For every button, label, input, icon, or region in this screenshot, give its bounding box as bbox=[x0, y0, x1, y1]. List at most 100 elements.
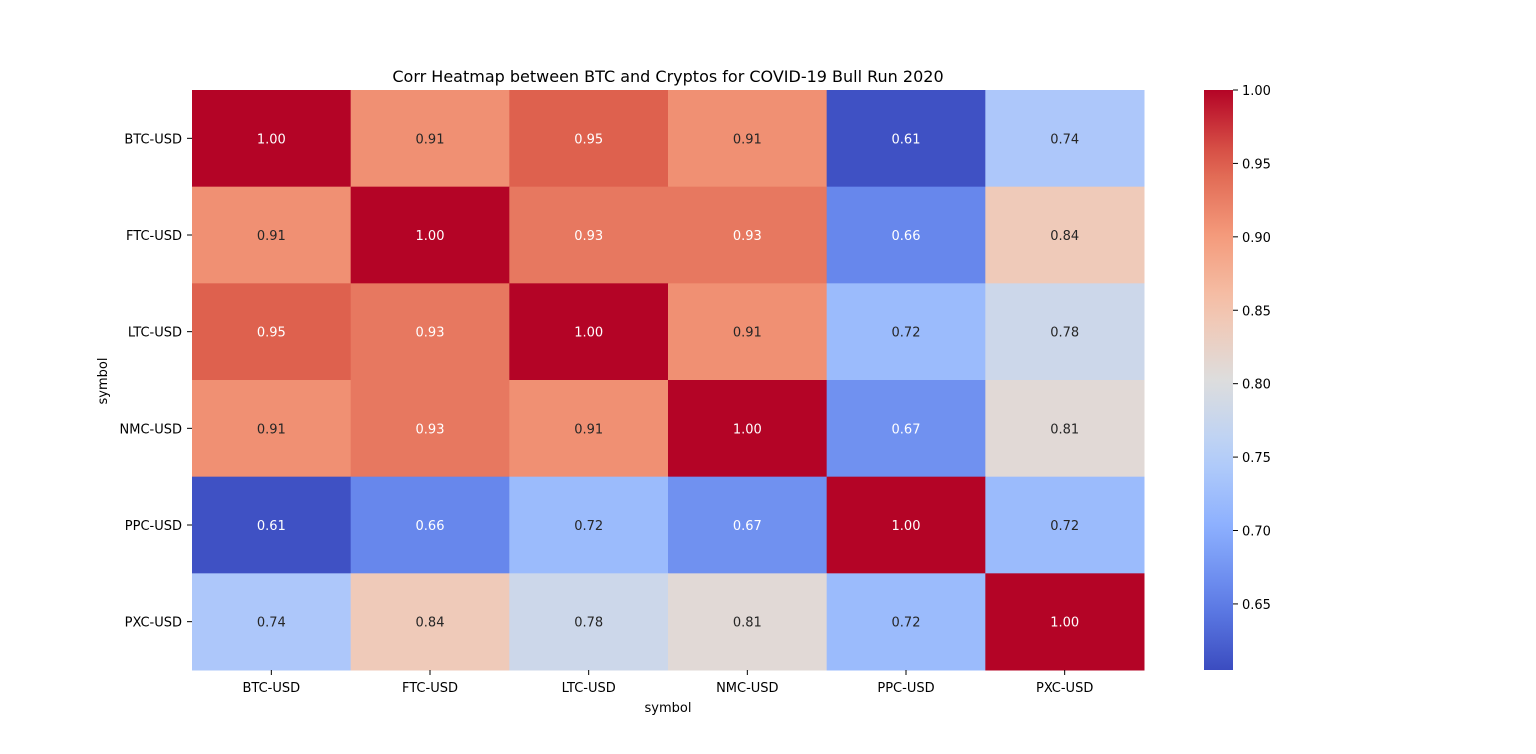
heatmap-cell bbox=[985, 90, 1145, 188]
y-axis: BTC-USD FTC-USD LTC-USD NMC-USD PPC-USD PXC-U… bbox=[120, 132, 192, 631]
heatmap-cell bbox=[826, 283, 986, 381]
y-tick-label: NMC-USD bbox=[120, 422, 183, 437]
colorbar-tick-label: 0.90 bbox=[1242, 231, 1271, 246]
heatmap-cell bbox=[509, 476, 669, 574]
cell-value-label: 0.93 bbox=[574, 229, 603, 244]
cell-value-label: 0.67 bbox=[733, 519, 762, 534]
heatmap-cell bbox=[509, 90, 669, 188]
cell-value-label: 1.00 bbox=[1050, 616, 1079, 631]
cell-value-label: 0.72 bbox=[1050, 519, 1079, 534]
cell-value-label: 1.00 bbox=[257, 132, 286, 147]
heatmap-cell bbox=[985, 573, 1145, 671]
cell-value-label: 0.67 bbox=[892, 422, 921, 437]
cell-value-label: 1.00 bbox=[416, 229, 445, 244]
heatmap-cell bbox=[826, 186, 986, 284]
heatmap-cell bbox=[985, 476, 1145, 574]
heatmap-cell bbox=[668, 186, 828, 284]
cell-value-label: 1.00 bbox=[892, 519, 921, 534]
y-tick-label: PPC-USD bbox=[125, 519, 182, 534]
cell-value-label: 0.72 bbox=[892, 616, 921, 631]
x-tick-label: PXC-USD bbox=[1036, 681, 1093, 696]
heatmap-cell bbox=[668, 476, 828, 574]
x-tick-label: LTC-USD bbox=[562, 681, 616, 696]
y-tick-label: PXC-USD bbox=[125, 616, 182, 631]
heatmap-cell bbox=[509, 573, 669, 671]
cell-value-label: 0.66 bbox=[416, 519, 445, 534]
heatmap-cell bbox=[192, 186, 352, 284]
x-tick-label: FTC-USD bbox=[402, 681, 458, 696]
cell-value-label: 0.93 bbox=[416, 422, 445, 437]
cell-value-label: 0.74 bbox=[257, 616, 286, 631]
cell-value-label: 0.84 bbox=[416, 616, 445, 631]
heatmap-cell bbox=[985, 380, 1145, 478]
heatmap-cell bbox=[192, 380, 352, 478]
heatmap-cell bbox=[668, 283, 828, 381]
heatmap-cell bbox=[350, 90, 510, 188]
cell-value-label: 0.91 bbox=[257, 229, 286, 244]
colorbar-tick-label: 0.95 bbox=[1242, 157, 1271, 172]
heatmap-cell bbox=[350, 186, 510, 284]
cell-value-label: 0.81 bbox=[1050, 422, 1079, 437]
y-tick-label: FTC-USD bbox=[126, 229, 182, 244]
cell-value-label: 0.72 bbox=[892, 326, 921, 341]
heatmap-cell bbox=[826, 573, 986, 671]
cell-value-label: 0.91 bbox=[733, 326, 762, 341]
cell-value-label: 0.91 bbox=[257, 422, 286, 437]
cell-value-label: 0.61 bbox=[892, 132, 921, 147]
colorbar: 0.65 0.70 0.75 0.80 0.85 0.90 0.95 1.00 bbox=[1204, 84, 1271, 670]
cell-value-label: 0.91 bbox=[416, 132, 445, 147]
heatmap-cell bbox=[668, 573, 828, 671]
heatmap-cell bbox=[668, 380, 828, 478]
cell-value-label: 0.91 bbox=[574, 422, 603, 437]
y-tick-label: LTC-USD bbox=[128, 326, 182, 341]
cell-value-label: 0.95 bbox=[574, 132, 603, 147]
x-axis: BTC-USD FTC-USD LTC-USD NMC-USD PPC-USD PXC-U… bbox=[243, 670, 1093, 696]
cell-value-label: 0.78 bbox=[574, 616, 603, 631]
heatmap-cell bbox=[509, 380, 669, 478]
colorbar-tick-label: 0.70 bbox=[1242, 525, 1271, 540]
cell-value-label: 0.61 bbox=[257, 519, 286, 534]
colorbar-gradient bbox=[1204, 90, 1233, 670]
x-axis-label: symbol bbox=[645, 701, 692, 716]
cell-value-label: 1.00 bbox=[574, 326, 603, 341]
heatmap-cell bbox=[985, 186, 1145, 284]
cell-value-label: 0.95 bbox=[257, 326, 286, 341]
cell-value-label: 0.78 bbox=[1050, 326, 1079, 341]
cell-value-label: 0.91 bbox=[733, 132, 762, 147]
heatmap-cells: 1.00 0.91 0.95 0.91 0.61 0.74 0.91 1.00 0.93 0.93… bbox=[192, 90, 1145, 671]
colorbar-tick-label: 0.80 bbox=[1242, 378, 1271, 393]
cell-value-label: 0.72 bbox=[574, 519, 603, 534]
heatmap-cell bbox=[192, 573, 352, 671]
heatmap-cell bbox=[509, 186, 669, 284]
cell-value-label: 0.74 bbox=[1050, 132, 1079, 147]
cell-value-label: 0.93 bbox=[733, 229, 762, 244]
cell-value-label: 0.93 bbox=[416, 326, 445, 341]
x-tick-label: PPC-USD bbox=[877, 681, 934, 696]
cell-value-label: 0.66 bbox=[892, 229, 921, 244]
heatmap-cell bbox=[350, 380, 510, 478]
heatmap-cell bbox=[192, 90, 352, 188]
colorbar-tick-label: 1.00 bbox=[1242, 84, 1271, 99]
y-tick-label: BTC-USD bbox=[124, 132, 182, 147]
heatmap-cell bbox=[350, 283, 510, 381]
colorbar-tick-label: 0.65 bbox=[1242, 598, 1271, 613]
heatmap-cell bbox=[826, 90, 986, 188]
y-axis-label: symbol bbox=[96, 358, 111, 405]
colorbar-tick-label: 0.75 bbox=[1242, 451, 1271, 466]
chart-title: Corr Heatmap between BTC and Cryptos for… bbox=[392, 67, 943, 86]
colorbar-tick-label: 0.85 bbox=[1242, 304, 1271, 319]
x-tick-label: NMC-USD bbox=[716, 681, 779, 696]
heatmap-cell bbox=[668, 90, 828, 188]
cell-value-label: 0.84 bbox=[1050, 229, 1079, 244]
heatmap-cell bbox=[192, 283, 352, 381]
heatmap-cell bbox=[192, 476, 352, 574]
cell-value-label: 0.81 bbox=[733, 616, 762, 631]
heatmap-cell bbox=[350, 476, 510, 574]
heatmap-cell bbox=[350, 573, 510, 671]
heatmap-cell bbox=[985, 283, 1145, 381]
heatmap-cell bbox=[826, 380, 986, 478]
x-tick-label: BTC-USD bbox=[243, 681, 301, 696]
heatmap-cell bbox=[826, 476, 986, 574]
cell-value-label: 1.00 bbox=[733, 422, 762, 437]
